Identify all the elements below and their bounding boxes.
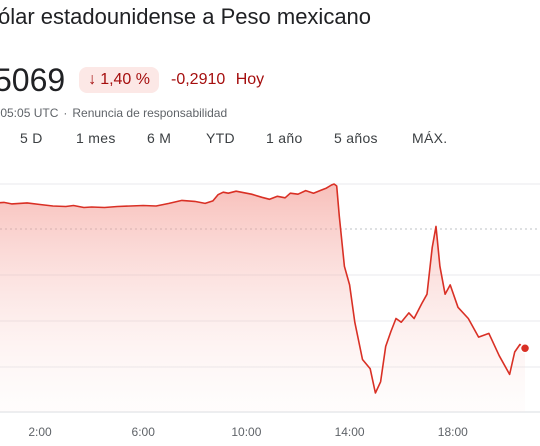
change-value: -0,2910 [171,71,226,88]
x-tick-label: 18:00 [438,425,468,439]
x-tick-label: 6:00 [132,425,156,439]
arrow-down-icon: ↓ [88,71,97,88]
timestamp-row: :05:05 UTC · Renuncia de responsabilidad [0,106,227,120]
tab-max[interactable]: MÁX. [412,130,448,146]
x-axis: 2:00 6:00 10:00 14:00 18:00 [28,425,468,439]
range-tabs: 5 D 1 mes 6 M YTD 1 año 5 años MÁX. [0,130,540,154]
x-tick-label: 10:00 [231,425,261,439]
tab-5-years[interactable]: 5 años [334,130,378,146]
price-area-fill [0,184,525,412]
x-tick-label: 14:00 [335,425,365,439]
disclaimer-link[interactable]: Renuncia de responsabilidad [72,106,228,120]
tab-6-months[interactable]: 6 M [147,130,172,146]
page-title: ólar estadounidense a Peso mexicano [0,4,372,29]
change-percent-badge: ↓ 1,40 % [79,67,159,93]
tab-1-year[interactable]: 1 año [266,130,303,146]
price-row: 5069 ↓ 1,40 % -0,2910 Hoy [0,60,264,100]
separator: · [63,106,68,120]
price-line [0,183,526,394]
timestamp: :05:05 UTC [0,106,59,120]
tab-ytd[interactable]: YTD [206,130,235,146]
change-percent-value: 1,40 % [100,71,150,88]
current-price-dot [519,343,531,354]
tab-1-month[interactable]: 1 mes [76,130,116,146]
current-price: 5069 [0,62,66,98]
tab-5d[interactable]: 5 D [20,130,43,146]
change-amount: -0,2910 Hoy [171,71,264,89]
change-period: Hoy [235,71,265,88]
x-tick-label: 2:00 [28,425,52,439]
